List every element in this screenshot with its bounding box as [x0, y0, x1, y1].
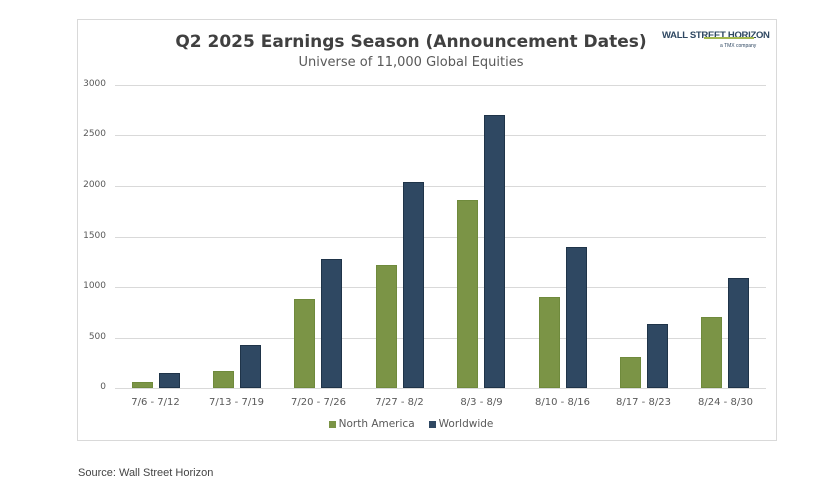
bar-worldwide: [240, 345, 261, 388]
x-axis-category-label: 7/20 - 7/26: [291, 397, 346, 408]
bar-worldwide: [728, 278, 749, 388]
bar-worldwide: [403, 182, 424, 388]
x-axis-category-label: 7/27 - 8/2: [375, 397, 424, 408]
legend-item-north-america: North America: [328, 418, 415, 430]
x-axis-category-label: 8/3 - 8/9: [460, 397, 503, 408]
bar-north-america: [539, 297, 560, 388]
bar-north-america: [132, 382, 153, 388]
chart-subtitle: Universe of 11,000 Global Equities: [298, 55, 524, 70]
logo-text: WALL STREET HORIZON: [662, 30, 770, 41]
gridline: [115, 135, 766, 136]
y-axis-tick-label: 2500: [83, 129, 106, 139]
bar-worldwide: [159, 373, 180, 388]
gridline: [115, 85, 766, 86]
bar-north-america: [701, 317, 722, 388]
gridline: [115, 287, 766, 288]
logo-underline: [704, 37, 754, 39]
x-axis-category-label: 8/10 - 8/16: [535, 397, 590, 408]
x-axis-category-label: 7/13 - 7/19: [209, 397, 264, 408]
y-axis-tick-label: 0: [100, 382, 106, 392]
bar-north-america: [620, 357, 641, 388]
y-axis-tick-label: 500: [88, 332, 106, 342]
source-note: Source: Wall Street Horizon: [78, 467, 214, 479]
gridline: [115, 237, 766, 238]
bar-north-america: [376, 265, 397, 388]
bar-worldwide: [647, 324, 668, 388]
legend-item-worldwide: Worldwide: [428, 418, 494, 430]
x-axis-category-label: 8/24 - 8/30: [698, 397, 753, 408]
gridline: [115, 338, 766, 339]
y-axis-tick-label: 2000: [83, 180, 106, 190]
x-axis-category-label: 7/6 - 7/12: [131, 397, 180, 408]
y-axis-tick-label: 1500: [83, 231, 106, 241]
gridline: [115, 388, 766, 389]
legend-label: North America: [338, 418, 415, 430]
x-axis-category-label: 8/17 - 8/23: [616, 397, 671, 408]
chart-title: Q2 2025 Earnings Season (Announcement Da…: [175, 32, 647, 52]
chart-frame: [77, 19, 777, 441]
gridline: [115, 186, 766, 187]
legend-swatch-north-america: [328, 420, 336, 428]
bar-north-america: [213, 371, 234, 388]
bar-north-america: [457, 200, 478, 388]
bar-worldwide: [484, 115, 505, 388]
y-axis-tick-label: 3000: [83, 79, 106, 89]
y-axis-tick-label: 1000: [83, 281, 106, 291]
bar-worldwide: [566, 247, 587, 388]
bar-worldwide: [321, 259, 342, 388]
bar-north-america: [294, 299, 315, 388]
wall-street-horizon-logo: WALL STREET HORIZON a TMX company: [662, 30, 770, 56]
chart-legend: North America Worldwide: [0, 418, 822, 430]
logo-subtext: a TMX company: [720, 43, 757, 49]
legend-swatch-worldwide: [428, 420, 436, 428]
legend-label: Worldwide: [438, 418, 494, 430]
